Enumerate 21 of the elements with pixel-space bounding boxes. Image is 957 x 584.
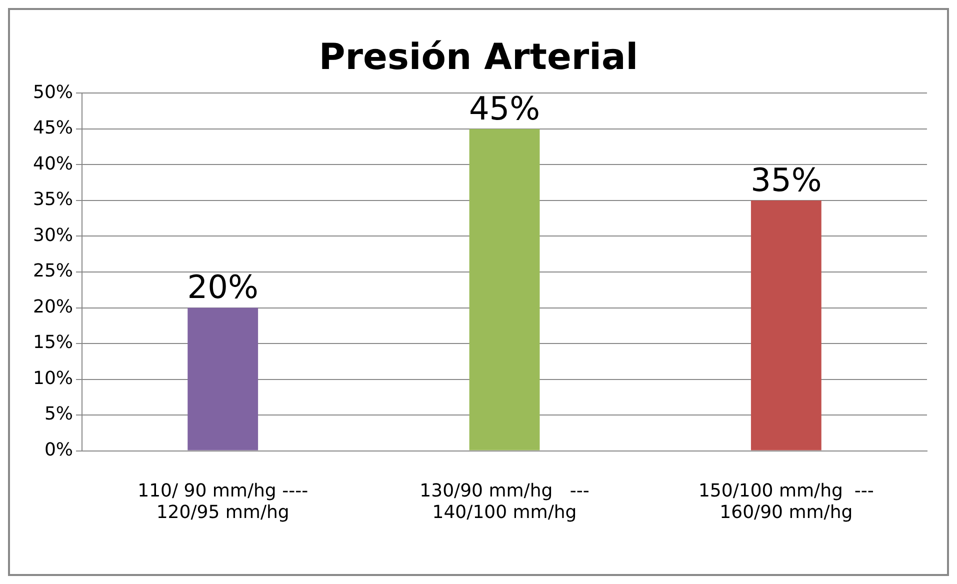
x-tick-label: 150/100 mm/hg --- 160/90 mm/hg	[698, 480, 874, 523]
y-tick-label: 30%	[32, 224, 74, 246]
y-tick-label: 15%	[32, 332, 74, 354]
y-tick-label: 25%	[32, 260, 74, 282]
y-tick-label: 40%	[32, 153, 74, 174]
y-tick-label: 5%	[44, 404, 74, 425]
y-tick-label: 20%	[32, 296, 74, 318]
bar	[188, 308, 258, 450]
y-tick-label: 10%	[32, 368, 74, 389]
bar	[750, 200, 822, 450]
y-tick-label: 50%	[32, 82, 74, 103]
data-label: 20%	[187, 268, 258, 306]
data-label: 45%	[468, 89, 540, 128]
x-tick-label: 130/90 mm/hg --- 140/100 mm/hg	[420, 480, 590, 523]
y-tick-label: 45%	[32, 118, 74, 139]
bar	[469, 128, 540, 450]
y-tick-label: 35%	[32, 189, 74, 210]
data-label: 35%	[750, 160, 822, 199]
x-tick-label: 110/ 90 mm/hg ---- 120/95 mm/hg	[138, 480, 308, 523]
chart-title: Presión Arterial	[318, 36, 638, 78]
y-tick-label: 0%	[44, 439, 74, 460]
